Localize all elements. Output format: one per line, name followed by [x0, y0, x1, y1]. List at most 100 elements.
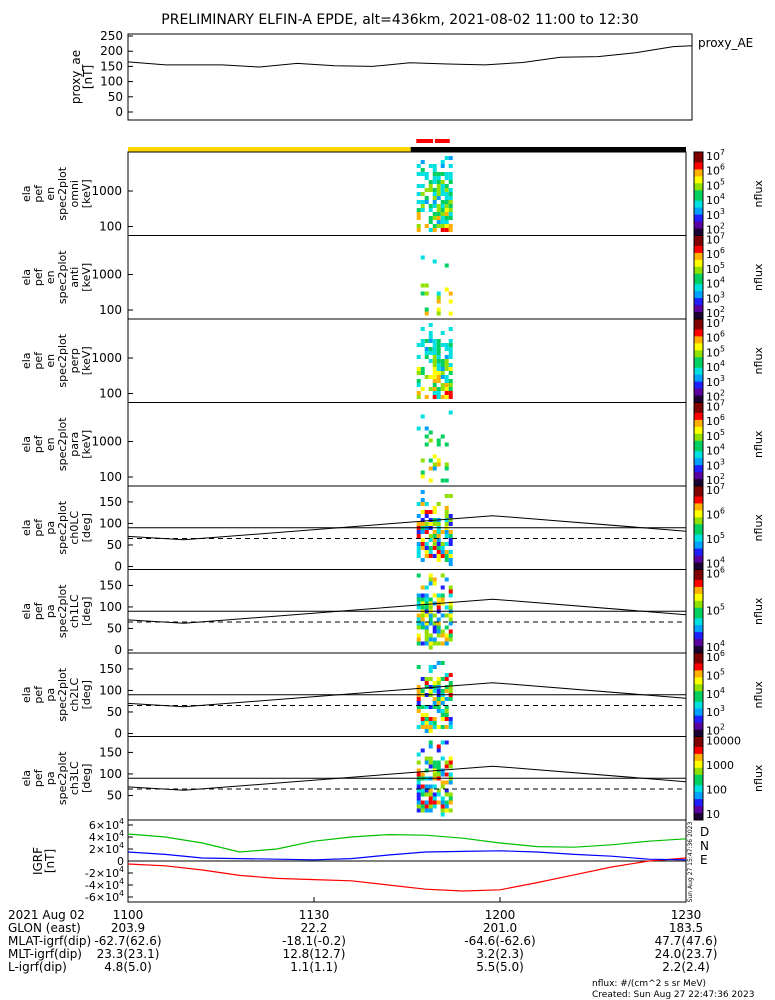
spectrogram-cell [436, 212, 441, 216]
colorbar-cell [694, 792, 703, 797]
spectrogram-cell [424, 554, 429, 558]
spectrogram-cell [432, 546, 437, 550]
igrf-tick-label: 6×104 [89, 817, 124, 832]
spectrogram-cell [436, 379, 441, 383]
spectrogram-cell [444, 172, 449, 176]
colorbar-cell [694, 527, 703, 532]
spectrogram-cell [420, 530, 425, 534]
spectrogram-cell [448, 208, 453, 212]
colorbar-tick-label: 10 [706, 808, 720, 821]
colorbar-cell [694, 426, 703, 431]
spectrogram-cell [416, 367, 421, 371]
spectrogram-cell [432, 216, 437, 220]
spectrogram-cell [436, 442, 441, 447]
colorbar-cell [694, 572, 703, 577]
spectrogram-cell [440, 713, 445, 717]
igrf-line-E [127, 833, 687, 853]
spectrogram-cell [436, 689, 441, 693]
spectrogram-cell [428, 597, 433, 602]
spectrogram-cell [424, 788, 429, 793]
panel-ylabel: ela [20, 269, 33, 286]
spectrogram-cell [424, 804, 429, 809]
spectrogram-cell [432, 200, 437, 204]
spectrogram-cell [428, 538, 433, 542]
time-tick-value: 5.5(5.0) [476, 960, 524, 974]
spectrogram-cell [416, 808, 421, 813]
panel-ylabel: pa [44, 688, 57, 702]
spectrogram-cell [424, 593, 429, 598]
time-axis-row-label: 2021 Aug 02 [8, 908, 85, 922]
colorbar-cell [694, 259, 703, 264]
colorbar-tick-label: 10000 [706, 735, 741, 748]
spectrogram-cell [428, 792, 433, 797]
spectrogram-cell [420, 502, 425, 506]
spectrogram-cell [420, 208, 425, 212]
spectrogram-cell [416, 633, 421, 638]
spectrogram-cell [448, 780, 453, 785]
spectrogram-cell [432, 347, 437, 351]
colorbar-cell [694, 621, 703, 626]
colorbar-cell [694, 367, 703, 372]
colorbar-cell [694, 179, 703, 184]
panel-ylabel: anti [68, 267, 81, 288]
colorbar-cell [694, 611, 703, 616]
colorbar-cell [694, 353, 703, 358]
spectrogram-cell [424, 768, 429, 773]
colorbar-cell [694, 385, 703, 390]
colorbar-cell [694, 715, 703, 720]
spectrogram-cell [444, 705, 449, 709]
spectrogram-cell [448, 156, 453, 160]
spectrogram-cell [440, 597, 445, 602]
spectrogram-cell [444, 558, 449, 562]
spectrogram-cell [424, 597, 429, 602]
spectrogram-cell [448, 689, 453, 693]
spectrogram-cell [444, 637, 449, 642]
colorbar-cell [694, 607, 703, 612]
spectrogram-cell [428, 164, 433, 168]
panel-ylabel: spec2plot [56, 500, 69, 554]
spectrogram-cell [428, 323, 433, 327]
spectrogram-cell [436, 534, 441, 538]
time-tick-value: 2.2(2.4) [662, 960, 710, 974]
spectrogram-cell [436, 772, 441, 777]
spectrogram-cell [444, 343, 449, 347]
colorbar-cell [694, 739, 703, 744]
spectrogram-cell [436, 311, 441, 316]
spectrogram-cell [448, 391, 453, 395]
spectrogram-cell [432, 764, 437, 769]
spectrogram-cell [440, 756, 445, 761]
spectrogram-cell [424, 625, 429, 630]
spectrogram-cell [416, 184, 421, 188]
spectrogram-cell [420, 641, 425, 646]
spectrogram-cell [436, 744, 441, 749]
spectrogram-cell [440, 363, 445, 367]
spectrogram-cell [440, 220, 445, 224]
spectrogram-cell [432, 593, 437, 598]
time-tick-label: 1100 [113, 908, 144, 922]
spectrogram-cell [448, 760, 453, 765]
spectrogram-cell [440, 796, 445, 801]
panel-ylabel: spec2plot [56, 250, 69, 304]
spectrogram-cell [440, 717, 445, 721]
spectrogram-cell [436, 204, 441, 208]
spectrogram-cell [448, 518, 453, 522]
spectrogram-cell [448, 196, 453, 200]
colorbar-cell [694, 419, 703, 424]
colorbar-tick-label: 104 [706, 686, 725, 701]
spectrogram-cell [448, 637, 453, 642]
spectrogram-cell [436, 395, 441, 399]
spectrogram-cell [428, 204, 433, 208]
igrf-tick-label: -6×104 [85, 889, 124, 904]
spectrogram-cell [448, 629, 453, 634]
colorbar-tick-label: 103 [706, 207, 725, 222]
spectrogram-cell [444, 200, 449, 204]
colorbar-cell [694, 416, 703, 421]
spectrogram-cell [444, 192, 449, 196]
spectrogram-cell [420, 291, 425, 296]
spectrogram-cell [444, 387, 449, 391]
colorbar-cell [694, 395, 703, 400]
colorbar-cell [694, 545, 703, 550]
panel-ylabel: en [44, 437, 57, 451]
spectrogram-cell [444, 542, 449, 546]
colorbar-tick-label: 105 [706, 428, 725, 443]
